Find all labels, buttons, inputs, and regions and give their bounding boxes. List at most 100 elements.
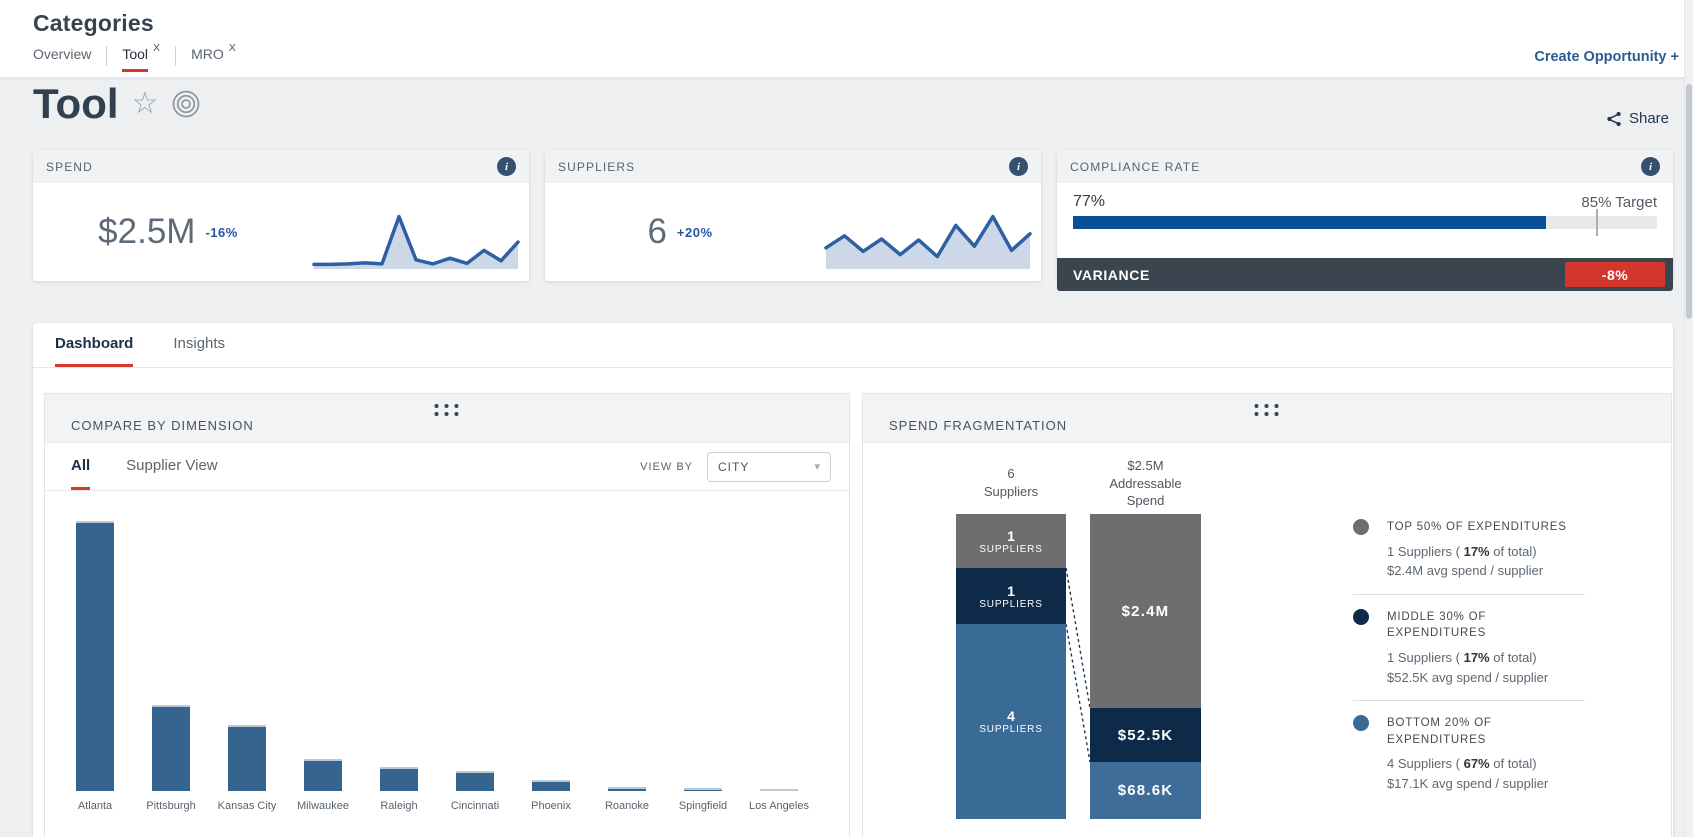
share-button[interactable]: Share bbox=[1606, 110, 1669, 127]
supplier-segment[interactable]: 4 SUPPLIERS bbox=[956, 624, 1066, 819]
tab-tool[interactable]: Tool X bbox=[122, 42, 160, 72]
info-icon[interactable]: i bbox=[497, 157, 516, 176]
compliance-card-header: COMPLIANCE RATE i bbox=[1057, 150, 1673, 183]
chart-column: Milwaukee bbox=[285, 491, 361, 812]
bar-roanoke[interactable] bbox=[608, 786, 646, 791]
top-bar: Categories Overview Tool X MRO X Create … bbox=[0, 0, 1693, 78]
tab-divider bbox=[175, 46, 177, 66]
legend-avg-spend-line: $2.4M avg spend / supplier bbox=[1387, 563, 1544, 579]
bar-milwaukee[interactable] bbox=[304, 758, 342, 791]
tab-insights[interactable]: Insights bbox=[173, 335, 226, 352]
favorite-star-icon[interactable]: ☆ bbox=[131, 87, 159, 120]
bar-raleigh[interactable] bbox=[380, 766, 418, 791]
info-icon[interactable]: i bbox=[1641, 157, 1660, 176]
legend-suppliers-line: 1 Suppliers ( 17% of total) bbox=[1387, 650, 1537, 666]
fragmentation-legend: TOP 50% OF EXPENDITURES 1 Suppliers ( 17%… bbox=[1353, 505, 1585, 806]
bar-label: Pittsburgh bbox=[146, 800, 196, 812]
tab-all[interactable]: All bbox=[71, 443, 91, 490]
compliance-card-title: COMPLIANCE RATE bbox=[1070, 159, 1201, 174]
drag-handle-icon[interactable] bbox=[1252, 401, 1283, 419]
legend-avg-spend-line: $52.5K avg spend / supplier bbox=[1387, 669, 1549, 685]
bar-label: Raleigh bbox=[380, 800, 418, 812]
legend-suppliers-line: 1 Suppliers ( 17% of total) bbox=[1387, 543, 1537, 559]
chart-column: Phoenix bbox=[513, 491, 589, 812]
compliance-value: 77% bbox=[1073, 193, 1106, 210]
bar-label: Atlanta bbox=[77, 800, 113, 812]
bar-label: Roanoke bbox=[604, 800, 650, 812]
category-header: Tool ☆ bbox=[33, 80, 201, 128]
compliance-values-row: 77% 85% Target bbox=[1073, 193, 1657, 211]
chart-column: Cincinnati bbox=[437, 491, 513, 812]
spend-card-title: SPEND bbox=[46, 159, 93, 174]
fragmentation-panel-header: SPEND FRAGMENTATION bbox=[863, 394, 1671, 443]
bar-kansas-city[interactable] bbox=[228, 724, 266, 791]
bar-los-angeles[interactable] bbox=[760, 788, 798, 791]
chart-column: Roanoke bbox=[589, 491, 665, 812]
view-by-label: VIEW BY bbox=[640, 460, 693, 473]
category-tabs: Overview Tool X MRO X bbox=[33, 42, 236, 72]
page-title: Categories bbox=[33, 10, 154, 36]
close-tab-icon[interactable]: X bbox=[153, 42, 161, 54]
create-opportunity-button[interactable]: Create Opportunity + bbox=[1534, 49, 1679, 65]
view-by-select[interactable]: CITY ▾ bbox=[707, 451, 831, 482]
page-scrollbar bbox=[1684, 0, 1693, 837]
variance-strip: VARIANCE -8% bbox=[1057, 258, 1673, 291]
compliance-progress-track bbox=[1073, 209, 1657, 236]
supplier-segment[interactable]: 1 SUPPLIERS bbox=[956, 568, 1066, 624]
spend-segment[interactable]: $2.4M bbox=[1090, 514, 1201, 708]
compare-bar-chart: Atlanta Pittsburgh Kansas City Milwaukee Ral… bbox=[57, 491, 817, 812]
spend-sparkline bbox=[312, 214, 520, 269]
suppliers-value: 6 bbox=[647, 212, 667, 251]
legend-item: BOTTOM 20% OF EXPENDITURES 4 Suppliers ( … bbox=[1353, 700, 1585, 806]
legend-title: TOP 50% OF EXPENDITURES bbox=[1387, 521, 1567, 533]
legend-item: TOP 50% OF EXPENDITURES 1 Suppliers ( 17%… bbox=[1353, 505, 1585, 594]
bar-atlanta[interactable] bbox=[76, 521, 114, 791]
suppliers-card-header: SUPPLIERS i bbox=[545, 150, 1041, 183]
supplier-segment[interactable]: 1 SUPPLIERS bbox=[956, 514, 1066, 568]
legend-dot-icon bbox=[1353, 715, 1369, 732]
bar-spingfield[interactable] bbox=[684, 788, 722, 791]
legend-title: MIDDLE 30% OF EXPENDITURES bbox=[1387, 610, 1487, 640]
scrollbar-thumb[interactable] bbox=[1686, 84, 1692, 319]
spend-segment[interactable]: $68.6K bbox=[1090, 762, 1201, 819]
chart-column: Spingfield bbox=[665, 491, 741, 812]
compliance-kpi-card: COMPLIANCE RATE i 77% 85% Target VARIANC… bbox=[1057, 150, 1673, 291]
compliance-target-label: 85% Target bbox=[1581, 194, 1657, 211]
fragmentation-panel-title: SPEND FRAGMENTATION bbox=[889, 418, 1068, 433]
suppliers-card-title: SUPPLIERS bbox=[558, 159, 636, 174]
bullseye-icon[interactable] bbox=[171, 89, 201, 119]
spend-fragmentation-panel: SPEND FRAGMENTATION 6 Suppliers $2.5M Ad… bbox=[862, 393, 1672, 837]
bar-pittsburgh[interactable] bbox=[152, 704, 190, 791]
compliance-target-tick bbox=[1595, 209, 1598, 236]
tab-divider bbox=[106, 46, 108, 66]
compare-chart-area: Atlanta Pittsburgh Kansas City Milwaukee Ral… bbox=[45, 491, 849, 837]
content-tabs: Dashboard Insights bbox=[33, 323, 1673, 368]
share-icon bbox=[1607, 111, 1621, 126]
bar-cincinnati[interactable] bbox=[456, 770, 494, 791]
bar-label: Phoenix bbox=[531, 800, 571, 812]
suppliers-column-header: 6 Suppliers bbox=[983, 466, 1039, 499]
view-by-control: VIEW BY CITY ▾ bbox=[640, 443, 831, 490]
chevron-down-icon: ▾ bbox=[814, 461, 820, 473]
compliance-card-body: 77% 85% Target VARIANCE -8% bbox=[1057, 193, 1673, 291]
chart-column: Pittsburgh bbox=[133, 491, 209, 812]
variance-label: VARIANCE bbox=[1073, 266, 1150, 283]
bar-phoenix[interactable] bbox=[532, 780, 570, 791]
spend-value: $2.5M bbox=[98, 212, 196, 251]
bar-label: Milwaukee bbox=[297, 800, 349, 812]
tab-mro[interactable]: MRO X bbox=[191, 42, 236, 62]
info-icon[interactable]: i bbox=[1009, 157, 1028, 176]
chart-column: Atlanta bbox=[57, 491, 133, 812]
compare-panel-controls: All Supplier View VIEW BY CITY ▾ bbox=[45, 443, 849, 491]
tab-supplier-view[interactable]: Supplier View bbox=[126, 456, 218, 474]
suppliers-card-body: 6 +20% bbox=[545, 183, 1041, 281]
tab-overview[interactable]: Overview bbox=[33, 46, 92, 62]
spend-segment[interactable]: $52.5K bbox=[1090, 708, 1201, 762]
compliance-progress-fill bbox=[1073, 216, 1547, 229]
tab-dashboard[interactable]: Dashboard bbox=[55, 323, 134, 367]
close-tab-icon[interactable]: X bbox=[228, 42, 236, 54]
spend-stacked-bar: $2.4M $52.5K $68.6K bbox=[1090, 514, 1201, 819]
drag-handle-icon[interactable] bbox=[432, 401, 463, 419]
compare-by-dimension-panel: COMPARE BY DIMENSION All Supplier View V… bbox=[44, 393, 850, 837]
